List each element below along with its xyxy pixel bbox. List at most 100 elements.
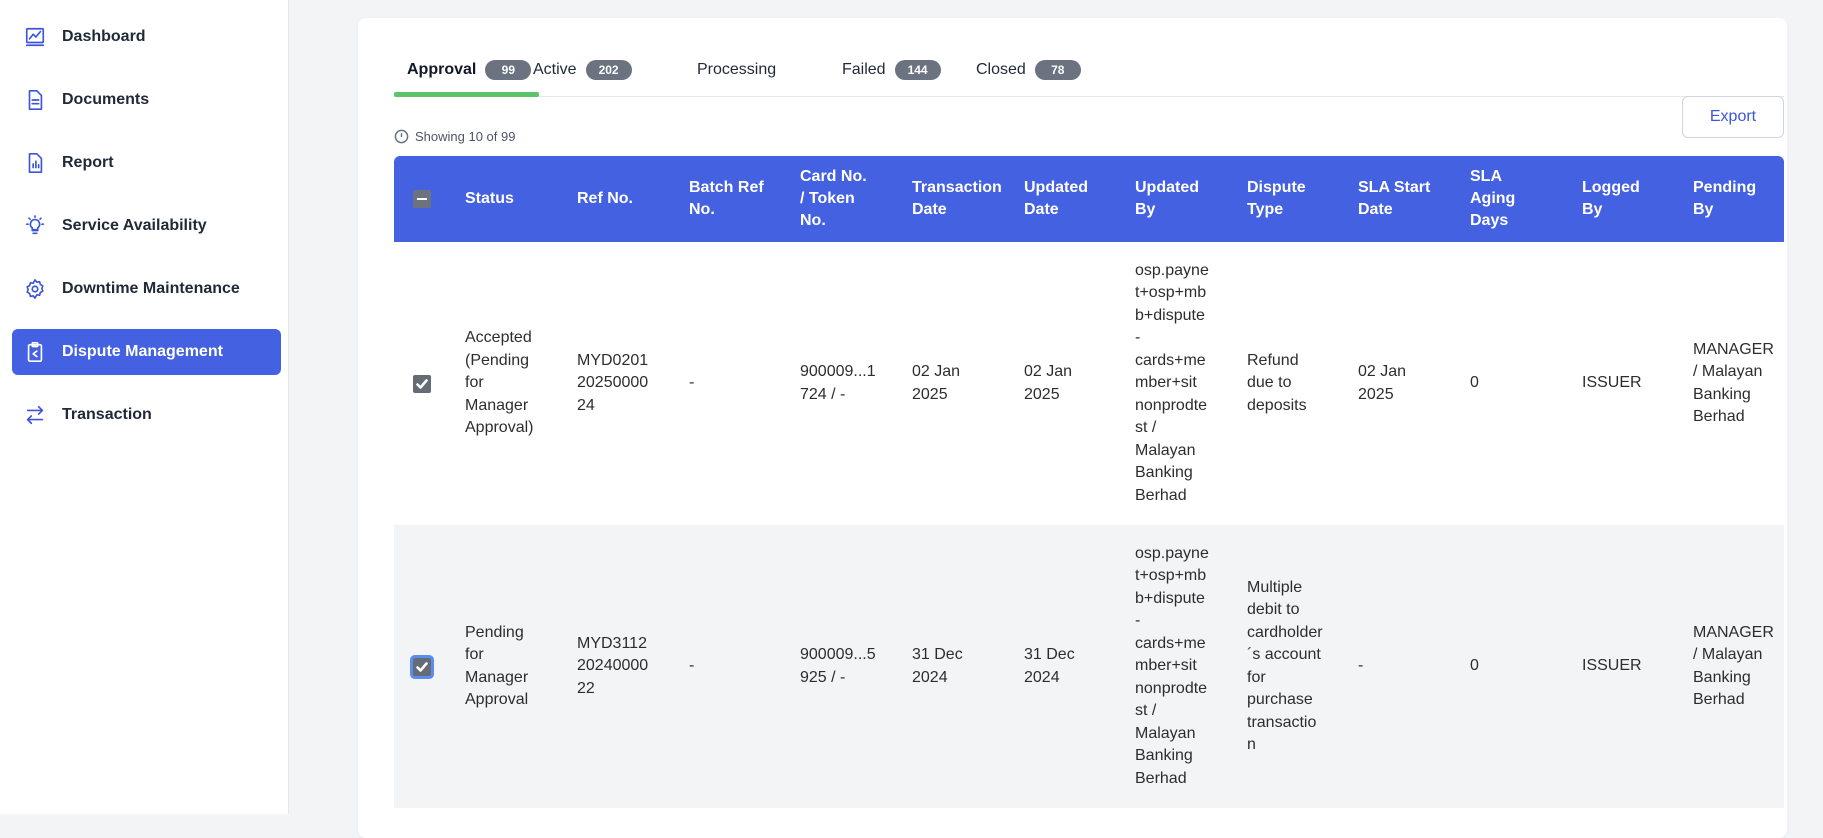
column-header-text: By [1582, 201, 1603, 218]
cell-text: Malayan [1135, 724, 1196, 742]
tab-label: Closed [976, 61, 1026, 78]
column-header-sla-start-date[interactable]: SLA Start Date [1358, 156, 1470, 242]
cell-updated-date: 02 Jan 2025 [1024, 242, 1135, 525]
column-header-text: Aging [1470, 190, 1516, 207]
tab-count-badge: 78 [1034, 60, 1081, 80]
cell-card-token-no: 900009...5 925 / - [800, 525, 912, 808]
cell-text: 31 Dec [1024, 646, 1075, 663]
sidebar-item-label: Documents [62, 91, 150, 108]
sidebar-item-documents[interactable]: Documents [12, 77, 281, 123]
sidebar-item-transaction[interactable]: Transaction [12, 392, 281, 438]
cell-text: 20250000 [577, 374, 649, 392]
cell-text: Manager [465, 668, 529, 686]
tab-label: Processing [697, 61, 777, 78]
row-checkbox[interactable] [413, 657, 431, 676]
lightbulb-icon [23, 214, 47, 238]
row-checkbox[interactable] [413, 374, 431, 393]
cell-text: b+dispute [1135, 306, 1205, 324]
column-header-text: Ref No. [577, 190, 633, 207]
cell-transaction-date: 31 Dec 2024 [912, 525, 1024, 808]
cell-text: - [1135, 612, 1141, 630]
cell-dispute-type: Refund due to deposits [1247, 242, 1358, 525]
cell-text: MYD0201 [577, 351, 649, 369]
sidebar-item-downtime-maintenance[interactable]: Downtime Maintenance [12, 266, 281, 312]
sidebar-item-label: Dispute Management [62, 343, 223, 360]
cell-text: ´s account [1247, 646, 1321, 663]
cell-text: - [689, 657, 695, 675]
sidebar: Dashboard Documents Report Service Availabi… [0, 0, 289, 814]
cell-text: / Malayan [1693, 363, 1763, 380]
export-button[interactable]: Export [1682, 96, 1784, 138]
tab-approval[interactable]: Approval 99 [394, 44, 539, 97]
cell-text: cardholder [1247, 623, 1323, 641]
cell-text: b+dispute [1135, 589, 1205, 607]
cell-sla-start-date: 02 Jan 2025 [1358, 242, 1470, 525]
cell-sla-aging-days: 0 [1470, 242, 1582, 525]
cell-text: osp.payne [1135, 544, 1209, 562]
column-header-text: Status [465, 190, 514, 207]
tab-processing[interactable]: Processing [684, 44, 779, 96]
cell-text: osp.payne [1135, 261, 1209, 279]
cell-text: Refund [1247, 351, 1299, 369]
cell-status: Accepted (Pending for Manager Approval) [465, 242, 577, 525]
column-header-text: / Token [800, 190, 855, 207]
cell-text: purchase [1247, 691, 1313, 708]
cell-text: Berhad [1135, 486, 1187, 504]
checkmark-icon [416, 378, 428, 389]
cell-text: Approval) [465, 419, 534, 437]
cell-text: Multiple [1247, 578, 1303, 596]
cell-dispute-type: Multiple debit to cardholder ´s account for p… [1247, 525, 1358, 808]
cell-text: Pending [465, 623, 524, 641]
cell-text: due to [1247, 374, 1292, 392]
column-header-ref-no[interactable]: Ref No. [577, 156, 689, 242]
column-header-text: By [1135, 201, 1156, 218]
column-header-status[interactable]: Status [465, 156, 577, 242]
tab-label: Approval [407, 61, 477, 78]
cell-text: 2025 [912, 385, 948, 403]
cell-updated-date: 31 Dec 2024 [1024, 525, 1135, 808]
cell-sla-start-date: - [1358, 525, 1470, 808]
cell-sla-aging-days: 0 [1470, 525, 1582, 808]
column-header-text: Transaction [912, 179, 1002, 196]
sidebar-item-label: Dashboard [62, 28, 146, 45]
sidebar-item-dashboard[interactable]: Dashboard [12, 14, 281, 60]
column-header-text: Type [1247, 201, 1284, 218]
column-header-updated-date[interactable]: Updated Date [1024, 156, 1135, 242]
select-all-checkbox[interactable] [413, 190, 431, 208]
column-header-updated-by[interactable]: Updated By [1135, 156, 1247, 242]
column-header-pending-by[interactable]: Pending By [1693, 156, 1784, 242]
tab-closed[interactable]: Closed 78 [963, 44, 1081, 96]
column-header-text: Date [1024, 201, 1059, 218]
cell-text: t+osp+mb [1135, 284, 1207, 302]
sidebar-item-service-availability[interactable]: Service Availability [12, 203, 281, 249]
column-header-text: Days [1470, 212, 1509, 229]
cell-text: Berhad [1693, 408, 1745, 425]
cell-text: ISSUER [1582, 374, 1642, 392]
column-header-logged-by[interactable]: Logged By [1582, 156, 1693, 242]
cell-text: (Pending [465, 351, 530, 369]
column-header-text: Updated [1024, 179, 1088, 196]
column-header-text: By [1693, 201, 1714, 218]
table-row[interactable]: Pending for Manager Approval MYD3112 20240000… [394, 525, 1784, 808]
tab-failed[interactable]: Failed 144 [829, 44, 941, 96]
cell-text: st / [1135, 702, 1157, 720]
sidebar-item-dispute-management[interactable]: Dispute Management [12, 329, 281, 375]
cell-pending-by: MANAGER / Malayan Banking Berhad [1693, 525, 1784, 808]
cell-text: for [465, 646, 484, 663]
tab-count-badge: 202 [585, 60, 632, 80]
column-header-card-token-no[interactable]: Card No. / Token No. [800, 156, 912, 242]
column-header-transaction-date[interactable]: Transaction Date [912, 156, 1024, 242]
tab-count-badge: 99 [485, 60, 532, 80]
cell-text: 2025 [1024, 385, 1060, 403]
tab-active[interactable]: Active 202 [520, 44, 632, 96]
column-header-text: Batch Ref [689, 179, 764, 196]
column-header-batch-ref-no[interactable]: Batch Ref No. [689, 156, 800, 242]
column-header-dispute-type[interactable]: Dispute Type [1247, 156, 1358, 242]
sidebar-item-report[interactable]: Report [12, 140, 281, 186]
cell-transaction-date: 02 Jan 2025 [912, 242, 1024, 525]
table-row[interactable]: Accepted (Pending for Manager Approval) MYD02… [394, 242, 1784, 525]
cell-text: 2024 [912, 668, 948, 686]
cell-text: 0 [1470, 374, 1479, 392]
column-header-sla-aging-days[interactable]: SLA Aging Days [1470, 156, 1582, 242]
gear-icon [23, 277, 47, 301]
